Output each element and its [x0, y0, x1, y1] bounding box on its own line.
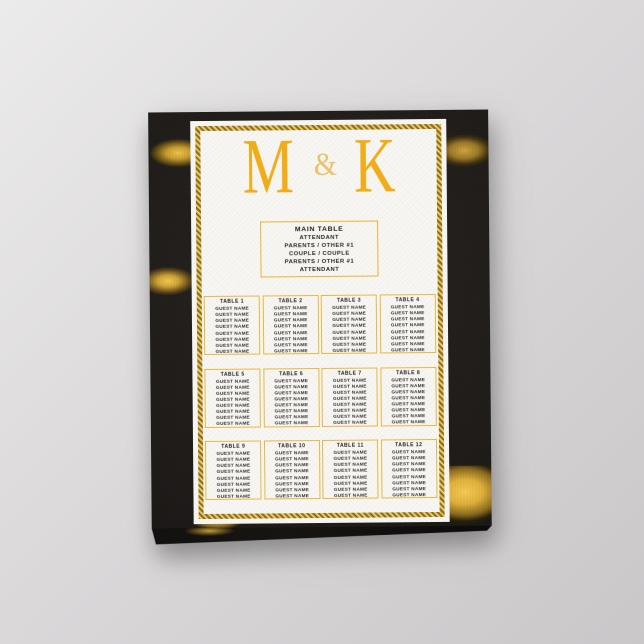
table-card: TABLE 7 GUEST NAME GUEST NAME GUEST NAME GUE… [321, 366, 379, 427]
table-card: TABLE 4 GUEST NAME GUEST NAME GUEST NAME GUE… [379, 293, 436, 354]
guest-name-row: GUEST NAME [275, 492, 310, 499]
canvas-print: M & K MAIN TABLE ATTENDANT PARENTS / OTHE… [148, 109, 492, 545]
canvas-front-face: M & K MAIN TABLE ATTENDANT PARENTS / OTHE… [148, 109, 492, 529]
table-card: TABLE 9 GUEST NAME GUEST NAME GUEST NAME GUE… [205, 440, 262, 501]
guest-name-row: GUEST NAME [332, 347, 367, 353]
tables-grid: TABLE 1 GUEST NAME GUEST NAME GUEST NAME GUE… [203, 293, 438, 501]
table-card: TABLE 12 GUEST NAME GUEST NAME GUEST NAME GU… [380, 438, 438, 499]
main-table-rows: ATTENDANT PARENTS / OTHER #1 COUPLE / COUP… [261, 234, 377, 275]
monogram: M & K [190, 121, 446, 210]
table-card: TABLE 3 GUEST NAME GUEST NAME GUEST NAME GUE… [320, 294, 378, 354]
monogram-ampersand: & [313, 146, 337, 184]
table-card: TABLE 8 GUEST NAME GUEST NAME GUEST NAME GUE… [380, 366, 437, 426]
table-card: TABLE 6 GUEST NAME GUEST NAME GUEST NAME GUE… [263, 367, 320, 427]
guest-name-row: GUEST NAME [215, 348, 250, 354]
main-table-box: MAIN TABLE ATTENDANT PARENTS / OTHER #1 CO… [260, 220, 379, 278]
table-card: TABLE 1 GUEST NAME GUEST NAME GUEST NAME GUE… [203, 295, 261, 356]
table-card: TABLE 11 GUEST NAME GUEST NAME GUEST NAME GU… [322, 439, 379, 499]
guest-name-row: GUEST NAME [274, 347, 308, 354]
canvas-bottom-edge [152, 526, 492, 545]
guest-name-row: GUEST NAME [333, 492, 368, 498]
guest-name-row: GUEST NAME [216, 493, 251, 499]
guest-name-row: GUEST NAME [333, 419, 367, 426]
monogram-letter-left: M [242, 122, 295, 210]
guest-name-row: GUEST NAME [274, 420, 309, 426]
guest-name-row: GUEST NAME [391, 346, 425, 353]
guest-name-row: GUEST NAME [391, 419, 426, 425]
monogram-letter-right: K [353, 121, 397, 209]
guest-name-row: GUEST NAME [392, 491, 427, 498]
table-card: TABLE 2 GUEST NAME GUEST NAME GUEST NAME GUE… [262, 295, 319, 355]
table-card: TABLE 5 GUEST NAME GUEST NAME GUEST NAME GUE… [204, 368, 262, 428]
table-card: TABLE 10 GUEST NAME GUEST NAME GUEST NAME GU… [263, 440, 321, 500]
guest-name-row: GUEST NAME [216, 420, 250, 427]
seating-chart-sheet: M & K MAIN TABLE ATTENDANT PARENTS / OTHE… [190, 118, 450, 525]
main-table-row: ATTENDANT [299, 267, 340, 274]
